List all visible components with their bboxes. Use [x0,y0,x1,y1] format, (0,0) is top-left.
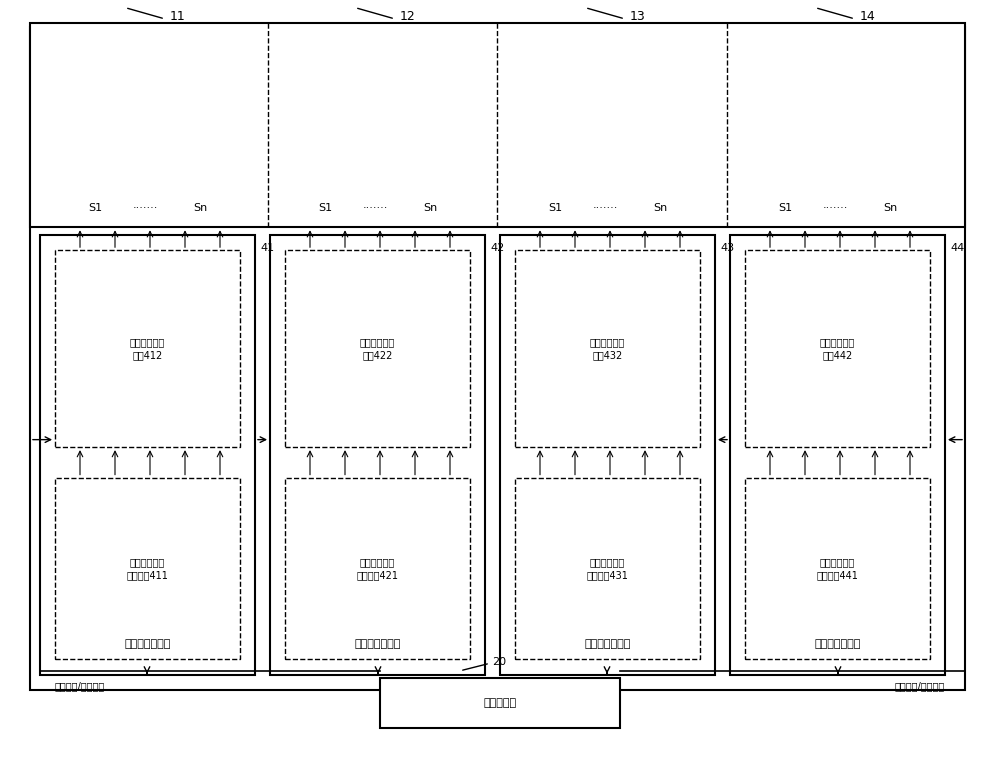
Text: Sn: Sn [653,203,667,214]
Text: Sn: Sn [193,203,207,214]
Text: 20: 20 [492,656,506,667]
Text: 第三源极驱动
电路432: 第三源极驱动 电路432 [590,337,625,360]
FancyBboxPatch shape [285,478,470,659]
FancyBboxPatch shape [55,478,240,659]
Text: ·······: ······· [592,203,618,214]
FancyBboxPatch shape [270,235,485,675]
FancyBboxPatch shape [515,478,700,659]
Text: Sn: Sn [883,203,897,214]
FancyBboxPatch shape [30,27,965,690]
Text: Sn: Sn [423,203,437,214]
Text: S1: S1 [318,203,332,214]
Text: 第二源极驱动器: 第二源极驱动器 [354,639,401,650]
Text: 第一源极驱动
电路412: 第一源极驱动 电路412 [130,337,165,360]
FancyBboxPatch shape [380,678,620,728]
Text: 11: 11 [170,10,186,23]
Text: 第三伽马电压
生成电路431: 第三伽马电压 生成电路431 [587,557,628,580]
FancyBboxPatch shape [745,250,930,447]
Text: 44: 44 [950,243,964,252]
Text: 第三源极驱动器: 第三源极驱动器 [584,639,631,650]
Text: 14: 14 [860,10,876,23]
Text: S1: S1 [778,203,792,214]
FancyBboxPatch shape [500,235,715,675]
Text: 第四源极驱动器: 第四源极驱动器 [814,639,861,650]
Text: 41: 41 [260,243,274,252]
Text: ·······: ······· [822,203,848,214]
Text: 数据信号/控制信号: 数据信号/控制信号 [55,681,105,691]
Text: 第二源极驱动
电路422: 第二源极驱动 电路422 [360,337,395,360]
Text: 第四源极驱动
电路442: 第四源极驱动 电路442 [820,337,855,360]
Text: 第一伽马电压
生成电路411: 第一伽马电压 生成电路411 [127,557,168,580]
FancyBboxPatch shape [30,23,965,227]
Text: 时序控制器: 时序控制器 [483,698,517,708]
Text: 第二伽马电压
生成电路421: 第二伽马电压 生成电路421 [356,557,398,580]
Text: 12: 12 [400,10,416,23]
Text: 13: 13 [630,10,646,23]
Text: S1: S1 [88,203,102,214]
Text: S1: S1 [548,203,562,214]
FancyBboxPatch shape [55,250,240,447]
Text: ·······: ······· [362,203,388,214]
FancyBboxPatch shape [285,250,470,447]
Text: 第一源极驱动器: 第一源极驱动器 [124,639,171,650]
Text: ·······: ······· [132,203,158,214]
Text: 42: 42 [490,243,504,252]
FancyBboxPatch shape [515,250,700,447]
FancyBboxPatch shape [730,235,945,675]
Text: 第四伽马电压
生成电路441: 第四伽马电压 生成电路441 [817,557,858,580]
FancyBboxPatch shape [40,235,255,675]
Text: 数据信号/控制信号: 数据信号/控制信号 [895,681,945,691]
FancyBboxPatch shape [745,478,930,659]
Text: 43: 43 [720,243,734,252]
